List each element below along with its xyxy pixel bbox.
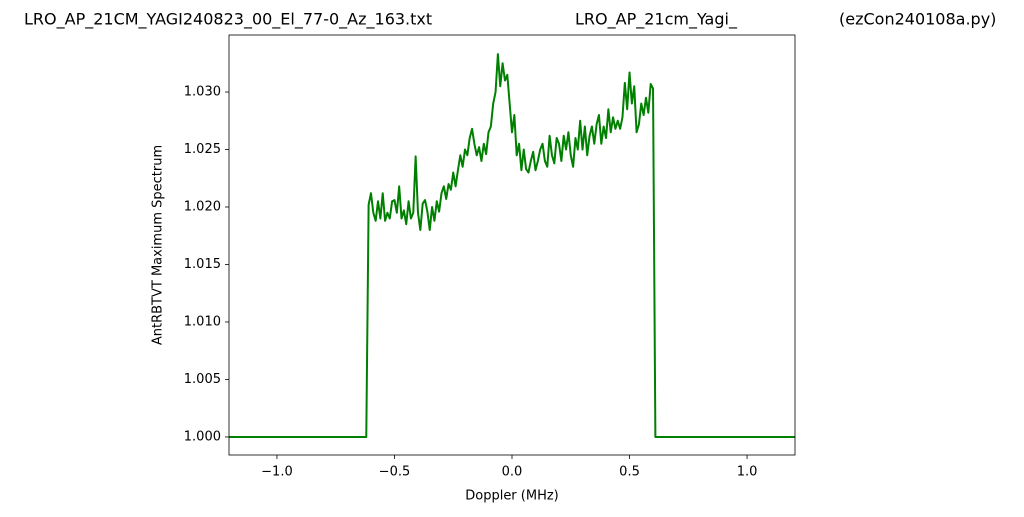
x-axis-label: Doppler (MHz) — [465, 489, 559, 504]
chart-title-center: LRO_AP_21cm_Yagi_ — [575, 10, 738, 30]
x-tick-label: 0.0 — [502, 465, 523, 480]
y-tick-label: 1.000 — [184, 429, 221, 444]
y-axis-label: AntRBTVT Maximum Spectrum — [151, 145, 166, 345]
y-tick-label: 1.020 — [184, 200, 221, 215]
y-tick-label: 1.010 — [184, 314, 221, 329]
x-tick-label: −0.5 — [379, 465, 411, 480]
x-tick-label: 1.0 — [737, 465, 758, 480]
x-tick-label: 0.5 — [619, 465, 640, 480]
y-tick-label: 1.025 — [184, 142, 221, 157]
y-tick-label: 1.005 — [184, 372, 221, 387]
plot-frame — [228, 34, 796, 456]
data-line — [229, 53, 795, 438]
y-tick-label: 1.015 — [184, 257, 221, 272]
y-tick-label: 1.030 — [184, 85, 221, 100]
x-tick-label: −1.0 — [261, 465, 293, 480]
chart-title-right: (ezCon240108a.py) — [839, 10, 996, 29]
chart-title-left: LRO_AP_21CM_YAGI240823_00_El_77-0_Az_163… — [24, 10, 432, 30]
